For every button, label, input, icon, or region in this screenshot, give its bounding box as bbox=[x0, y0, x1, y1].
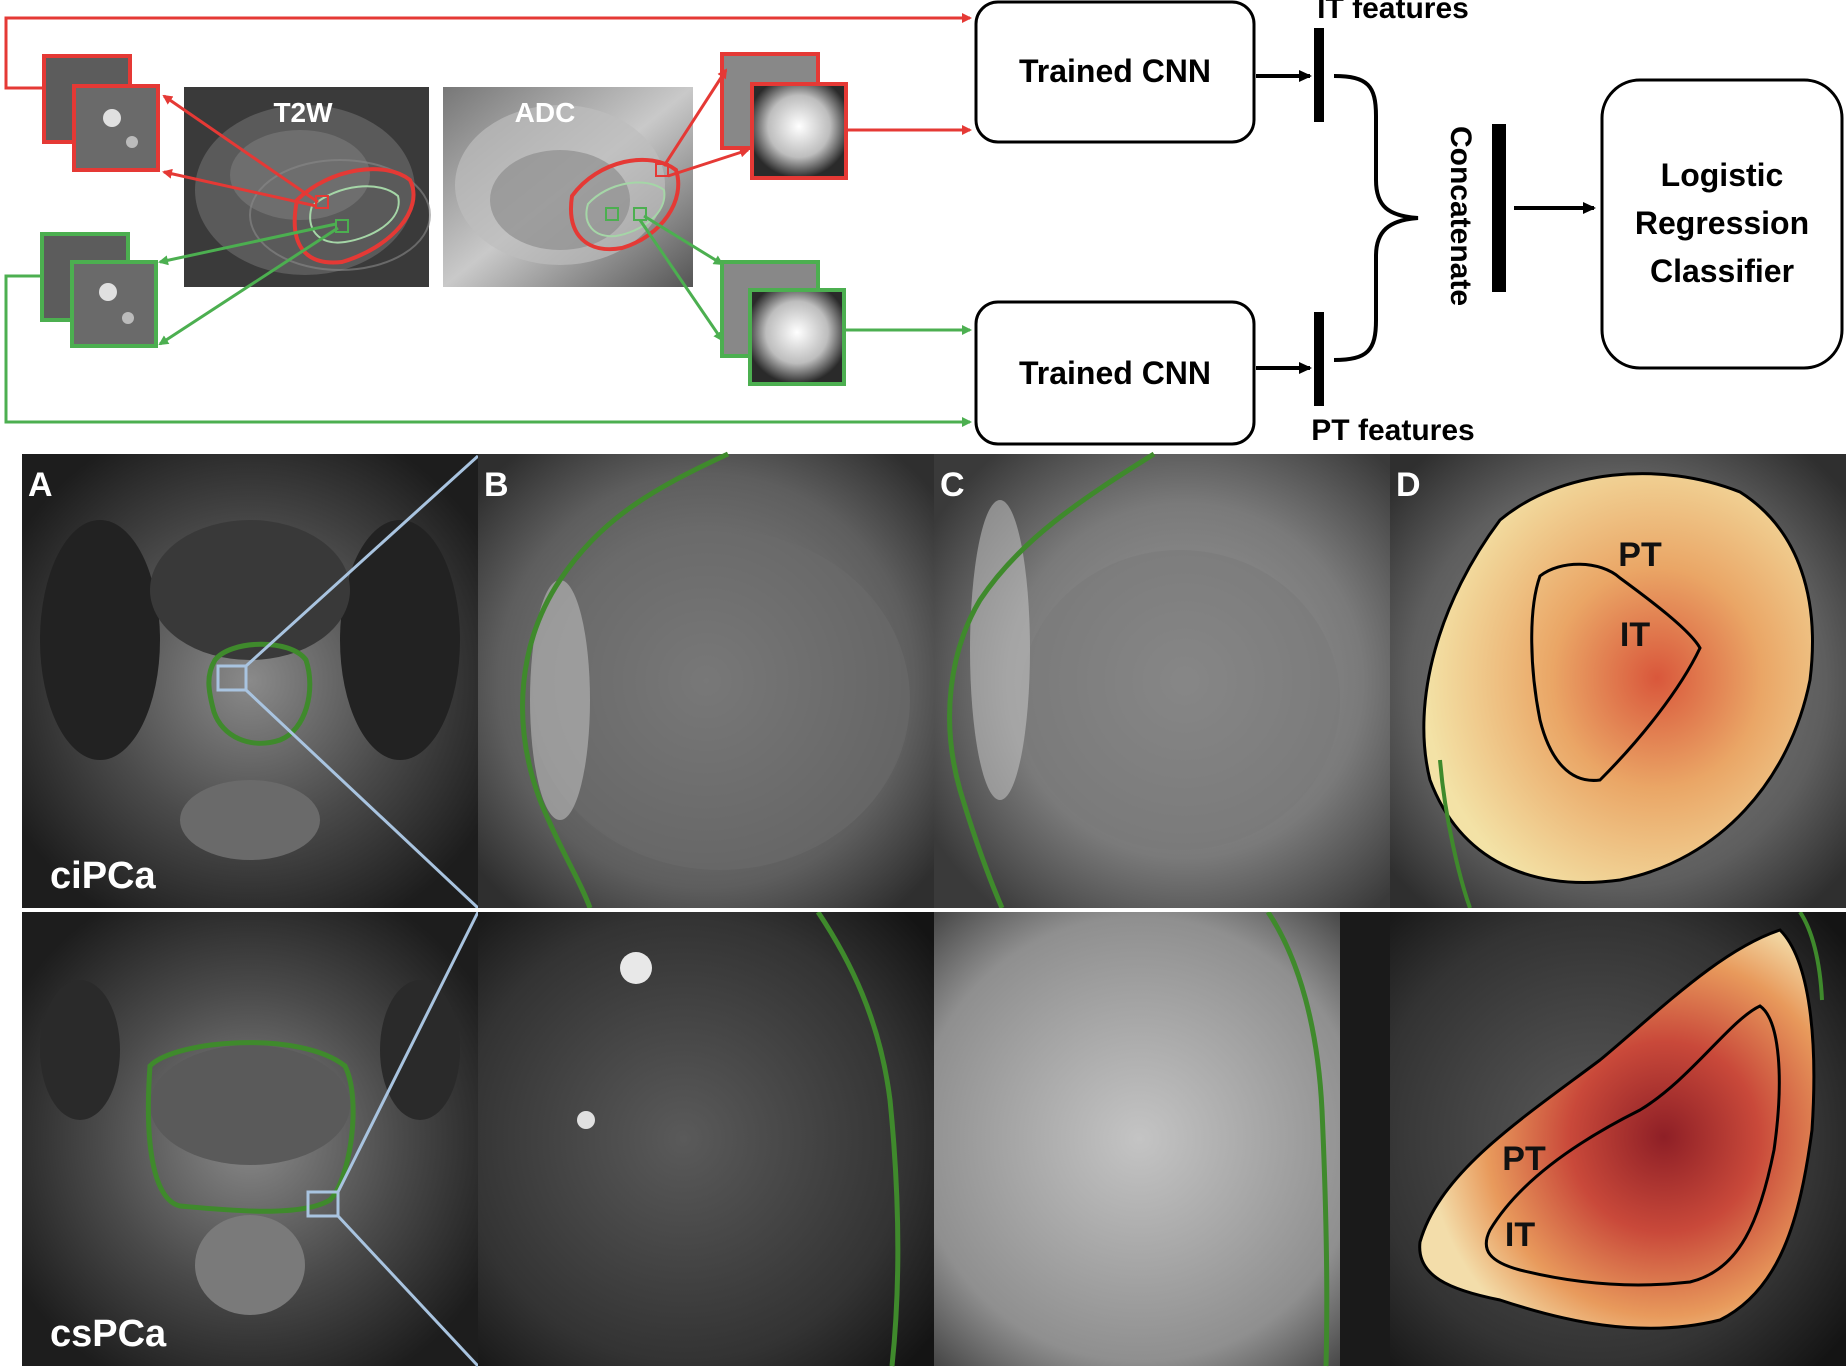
panel-c-top-contour bbox=[947, 451, 1156, 909]
t2w-pt-patch-marker bbox=[335, 219, 349, 233]
panel-d-bottom-heatmap bbox=[1418, 928, 1816, 1330]
cnn-top-box bbox=[974, 0, 1256, 144]
panel-b-bottom-image bbox=[478, 912, 934, 1366]
panel-d-top-heatmap bbox=[1422, 472, 1814, 884]
adc-pt-arrow-2 bbox=[638, 219, 724, 342]
concatenate-brace bbox=[1333, 74, 1419, 362]
adc-label: ADC bbox=[515, 97, 576, 128]
adc-pt-contour bbox=[585, 181, 666, 238]
adc-it-patch-marker bbox=[655, 163, 669, 177]
panel-d-top-contour bbox=[1438, 759, 1472, 909]
classifier-box bbox=[1600, 78, 1844, 370]
pt-input-route-line bbox=[4, 274, 972, 427]
adc-it-arrow bbox=[662, 68, 728, 167]
pt-feature-bar bbox=[1314, 312, 1324, 406]
panel-b-top-image bbox=[478, 454, 934, 908]
panel-d-top-pt-label: PT bbox=[1618, 536, 1662, 574]
panel-d-top-it-label: IT bbox=[1620, 616, 1650, 654]
concatenated-feature-bar bbox=[1492, 124, 1506, 292]
t2w-pt-patches bbox=[40, 232, 158, 348]
cnn-top-label: Trained CNN bbox=[1019, 53, 1211, 89]
adc-it-arrow-2 bbox=[667, 147, 750, 178]
panel-a-top-prostate-contour bbox=[206, 641, 313, 746]
panel-letter-c: C bbox=[940, 466, 965, 504]
panel-a-top-zoom-line-2 bbox=[244, 688, 480, 910]
panel-c-top-image bbox=[934, 454, 1390, 908]
t2w-label: T2W bbox=[273, 97, 333, 128]
t2w-image bbox=[184, 87, 431, 287]
panel-letter-b: B bbox=[484, 466, 509, 504]
t2w-pt-arrow-2 bbox=[158, 226, 339, 346]
pt-features-label: PT features bbox=[1311, 414, 1474, 447]
panel-a-bottom-image bbox=[22, 912, 478, 1366]
panel-d-top-it-contour bbox=[1530, 562, 1702, 782]
t2w-it-arrow-2 bbox=[162, 168, 317, 208]
panel-a-bottom-zoom-box bbox=[306, 1190, 340, 1218]
panel-d-bottom-it-contour bbox=[1484, 1004, 1781, 1287]
it-input-route-line bbox=[4, 13, 972, 90]
panel-b-top-contour bbox=[520, 451, 730, 909]
t2w-pt-contour bbox=[309, 185, 400, 244]
adc-image bbox=[443, 87, 693, 287]
panel-d-bottom-it-label: IT bbox=[1505, 1216, 1535, 1254]
panel-a-top-zoom-box bbox=[216, 664, 248, 692]
panel-c-bottom-image bbox=[934, 912, 1390, 1366]
panel-a-top-image bbox=[22, 454, 478, 908]
panel-c-bottom-contour bbox=[1265, 910, 1330, 1367]
classifier-line-2: Regression bbox=[1635, 205, 1809, 241]
t2w-it-arrow bbox=[162, 94, 319, 204]
t2w-it-patches bbox=[42, 54, 160, 172]
it-feature-bar bbox=[1314, 28, 1324, 122]
classifier-line-3: Classifier bbox=[1650, 253, 1794, 289]
panel-a-bottom-zoom-line-1 bbox=[336, 911, 480, 1193]
panel-b-bottom-contour bbox=[815, 910, 901, 1367]
row-label-cspca: csPCa bbox=[50, 1313, 167, 1355]
adc-it-contour bbox=[569, 157, 681, 252]
adc-pt-arrow bbox=[643, 214, 724, 266]
panel-a-bottom-zoom-line-2 bbox=[336, 1214, 480, 1368]
cnn-bottom-label: Trained CNN bbox=[1019, 355, 1211, 391]
it-features-label: IT features bbox=[1317, 0, 1469, 25]
panel-a-top-zoom-line-1 bbox=[244, 454, 480, 668]
row-label-cipca: ciPCa bbox=[50, 855, 156, 897]
concatenate-label: Concatenate bbox=[1444, 126, 1477, 306]
cnn-bottom-box bbox=[974, 300, 1256, 446]
adc-pt-patch-marker-1 bbox=[605, 207, 619, 221]
t2w-pt-arrow bbox=[158, 222, 337, 266]
panel-a-bottom-prostate-contour bbox=[145, 1040, 356, 1214]
panel-d-bottom-pt-label: PT bbox=[1502, 1140, 1546, 1178]
adc-pt-patches bbox=[720, 260, 846, 386]
panel-letter-a: A bbox=[28, 466, 53, 504]
classifier-line-1: Logistic bbox=[1661, 157, 1784, 193]
panel-letter-d: D bbox=[1396, 466, 1421, 504]
adc-it-patches bbox=[720, 52, 848, 180]
panel-d-bottom-contour bbox=[1798, 910, 1824, 1001]
